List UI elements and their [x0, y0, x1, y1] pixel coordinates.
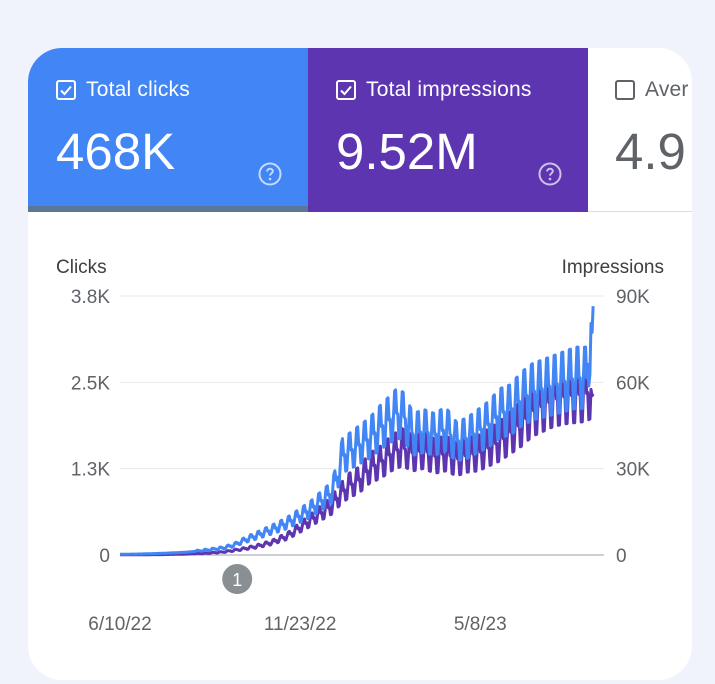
left-tick-label: 2.5K — [71, 373, 110, 394]
average-checkbox[interactable] — [615, 80, 635, 100]
grid-lines — [120, 295, 604, 556]
performance-card: Total clicks 468K Total impressions 9.52… — [28, 48, 692, 680]
right-axis-ticks: 90K 60K 30K 0 — [616, 287, 650, 567]
left-tick-label: 0 — [99, 546, 110, 567]
metric-label-row: Aver — [615, 78, 689, 102]
annotation-label: 1 — [232, 570, 242, 590]
metric-label-row: Total clicks — [56, 78, 190, 102]
check-icon — [340, 85, 352, 96]
metric-value: 468K — [56, 123, 176, 180]
series-line-total-impressions — [119, 364, 595, 557]
metric-label: Total impressions — [366, 78, 532, 101]
metric-tile-total-clicks[interactable]: Total clicks 468K — [28, 48, 308, 212]
total-impressions-checkbox[interactable] — [336, 80, 356, 100]
series-line-total-clicks — [119, 306, 595, 556]
metric-value: 9.52M — [336, 123, 478, 180]
right-tick-label: 90K — [616, 287, 650, 308]
total-clicks-checkbox[interactable] — [56, 80, 76, 100]
x-tick-label: 11/23/22 — [264, 614, 337, 635]
left-axis-title: Clicks — [56, 257, 107, 278]
left-tick-label: 1.3K — [71, 460, 110, 481]
metric-value: 4.9 — [615, 123, 686, 180]
metric-tile-total-impressions[interactable]: Total impressions 9.52M — [308, 48, 692, 212]
metric-label: Aver — [645, 78, 689, 101]
metric-underline — [28, 206, 308, 212]
left-tick-label: 3.8K — [71, 287, 110, 308]
check-icon — [60, 85, 72, 96]
x-tick-label: 6/10/22 — [88, 614, 151, 635]
help-circle-icon[interactable] — [538, 162, 562, 186]
annotation-marker — [222, 564, 253, 594]
metric-label-row: Total impressions — [336, 78, 532, 102]
left-axis-ticks: 3.8K 2.5K 1.3K 0 — [71, 287, 110, 567]
annotation[interactable]: 1 — [222, 564, 253, 594]
series-lines — [119, 306, 595, 557]
right-tick-label: 0 — [616, 546, 627, 567]
metric-label: Total clicks — [86, 78, 190, 101]
right-tick-label: 60K — [616, 373, 650, 394]
right-axis-title: Impressions — [562, 257, 664, 278]
right-tick-label: 30K — [616, 460, 650, 481]
x-axis-ticks: 6/10/22 11/23/22 5/8/23 — [88, 614, 506, 635]
help-circle-icon[interactable] — [258, 162, 282, 186]
x-tick-label: 5/8/23 — [454, 614, 507, 635]
performance-chart: Clicks Impressions 3.8K 2.5K 1.3K 0 90K 60K 3… — [56, 257, 664, 635]
metric-tile-average[interactable]: Aver 4.9 — [588, 48, 692, 212]
